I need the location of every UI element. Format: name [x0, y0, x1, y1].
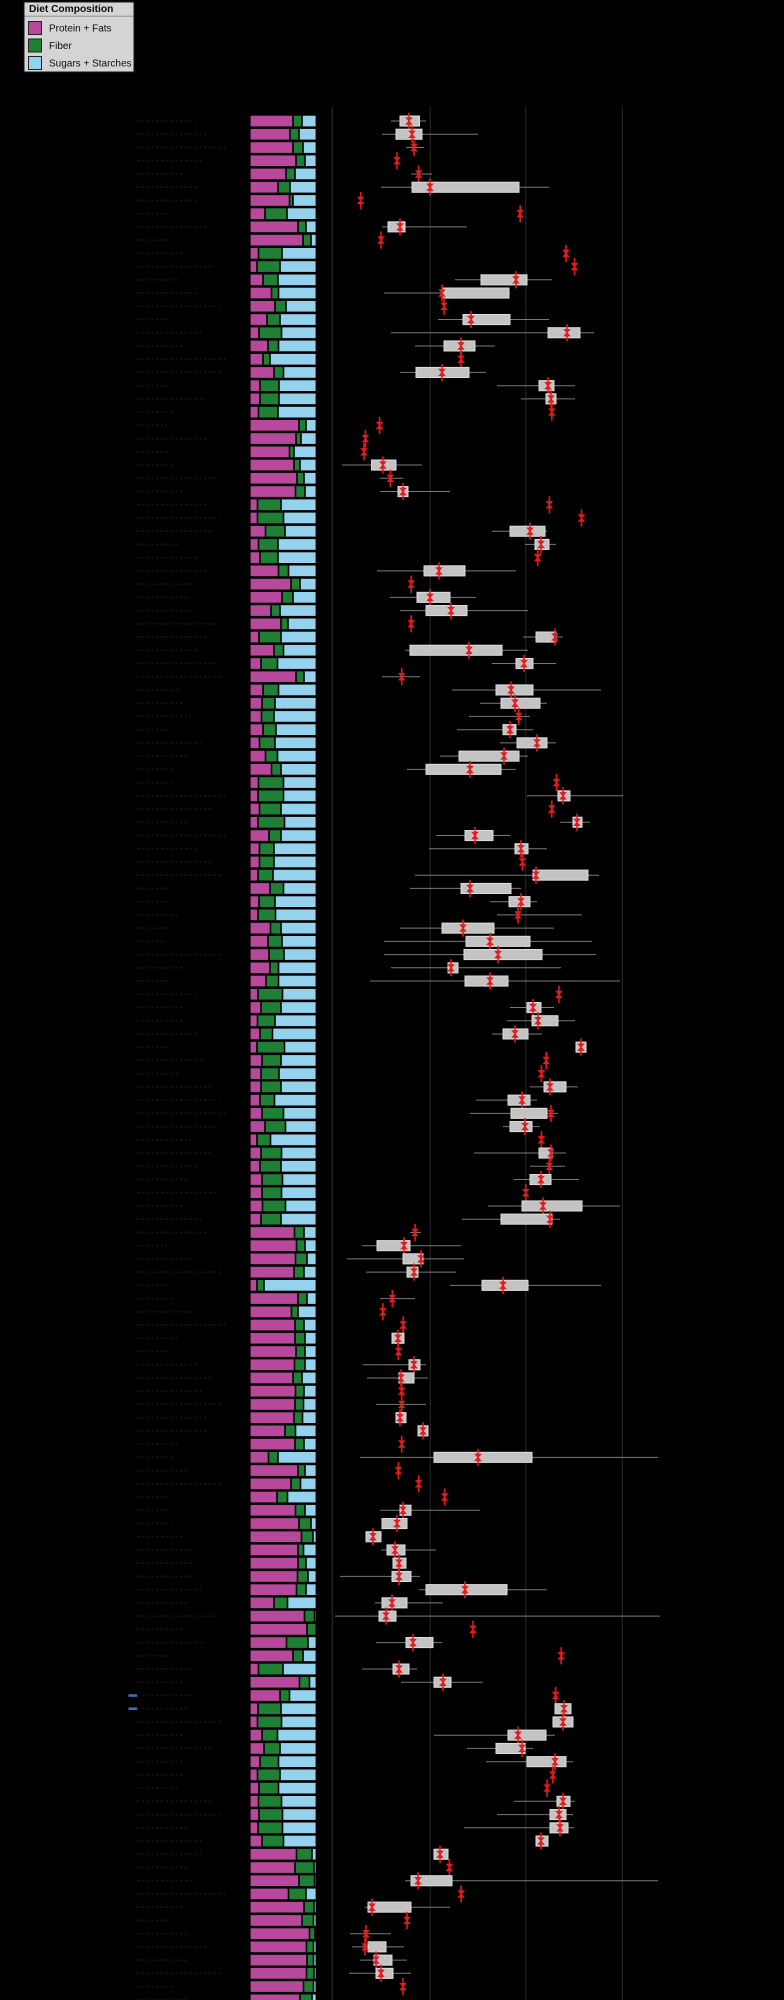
svg-text:Fiber: Fiber	[49, 41, 72, 52]
svg-text:Diet Composition: Diet Composition	[29, 4, 113, 15]
svg-text:Sugars + Starches: Sugars + Starches	[49, 59, 132, 70]
svg-text:Protein + Fats: Protein + Fats	[49, 24, 112, 35]
